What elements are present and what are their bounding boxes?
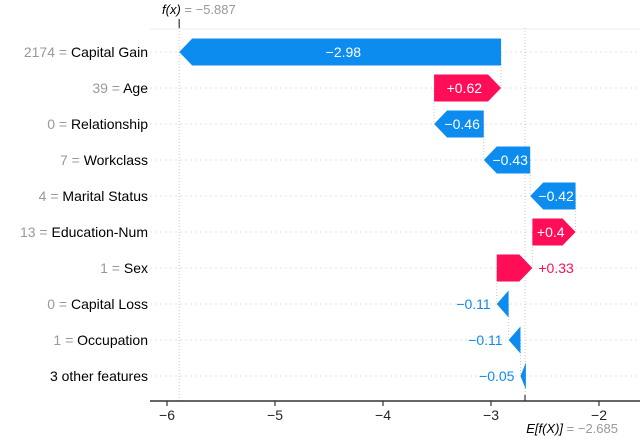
shap-bar xyxy=(434,74,502,102)
shap-bar xyxy=(520,362,526,390)
expected-value-annotation: E[f(X)] = −2.685 xyxy=(430,421,618,436)
bar-value-label: −0.43 xyxy=(493,152,529,168)
shap-bar xyxy=(508,326,521,354)
shap-bar xyxy=(483,146,531,174)
x-axis-tick-label: −6 xyxy=(159,407,175,423)
fx-annotation-value: = −5.887 xyxy=(180,2,236,17)
bar-value-label: −0.05 xyxy=(479,368,515,384)
x-axis-tick-label: −3 xyxy=(483,407,499,423)
shap-bar xyxy=(496,254,533,282)
bar-value-label: −0.11 xyxy=(456,296,491,312)
bar-value-label: −2.98 xyxy=(326,44,362,60)
expected-value-symbol: E[f(X)] xyxy=(526,421,564,436)
bar-value-label: +0.33 xyxy=(538,260,574,276)
fx-annotation-symbol: f(x) xyxy=(162,2,181,17)
feature-label: 1 = Occupation xyxy=(53,332,148,348)
feature-label: 3 other features xyxy=(50,368,148,384)
fx-annotation: f(x) = −5.887 xyxy=(162,2,236,17)
bar-value-label: −0.46 xyxy=(444,116,480,132)
expected-value-number: = −2.685 xyxy=(563,421,618,436)
feature-label: 0 = Relationship xyxy=(47,116,148,132)
feature-label: 4 = Marital Status xyxy=(39,188,148,204)
feature-label: 7 = Workclass xyxy=(60,152,148,168)
feature-label: 0 = Capital Loss xyxy=(47,296,148,312)
feature-label: 1 = Sex xyxy=(100,260,148,276)
shap-bar xyxy=(530,182,576,210)
shap-bar xyxy=(434,110,484,138)
bar-value-label: −0.11 xyxy=(468,332,503,348)
feature-label: 13 = Education-Num xyxy=(20,224,148,240)
shap-bar xyxy=(496,290,509,318)
shap-bar xyxy=(179,38,502,66)
x-axis-tick-label: −2 xyxy=(591,407,607,423)
shap-bar xyxy=(532,218,576,246)
feature-label: 2174 = Capital Gain xyxy=(24,44,148,60)
bar-value-label: +0.62 xyxy=(447,80,483,96)
x-axis-tick-label: −4 xyxy=(375,407,391,423)
bar-value-label: −0.42 xyxy=(538,188,574,204)
x-axis-tick-label: −5 xyxy=(267,407,283,423)
bar-value-label: +0.4 xyxy=(537,224,565,240)
feature-label: 39 = Age xyxy=(92,80,148,96)
